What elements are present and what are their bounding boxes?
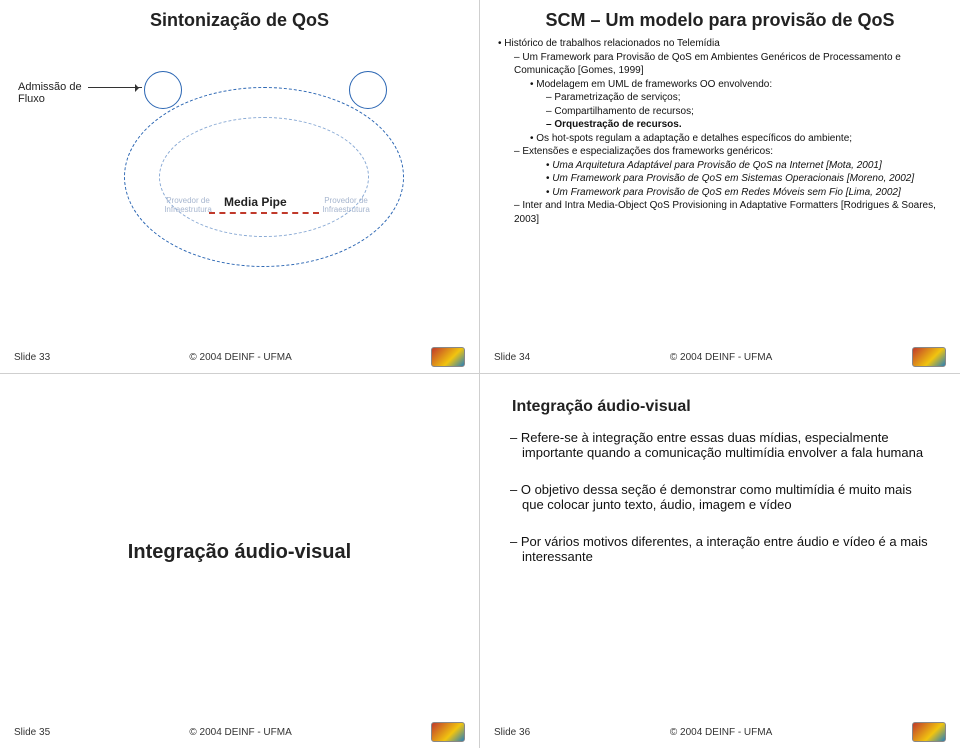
slide-title: Sintonização de QoS xyxy=(14,10,465,31)
arrow-icon xyxy=(88,87,142,88)
ufma-logo-icon xyxy=(912,347,946,367)
slide-grid: Sintonização de QoS Admissão de Fluxo Pr… xyxy=(0,0,960,748)
ufma-logo-icon xyxy=(431,347,465,367)
slide-footer: Slide 36 © 2004 DEINF - UFMA xyxy=(494,722,946,742)
footer-copyright: © 2004 DEINF - UFMA xyxy=(670,352,772,363)
diagram-area: Admissão de Fluxo Provedor de Infraestru… xyxy=(14,37,465,345)
section-title-area: Integração áudio-visual xyxy=(14,384,465,720)
bullet: Histórico de trabalhos relacionados no T… xyxy=(498,37,946,51)
footer-copyright: © 2004 DEINF - UFMA xyxy=(670,727,772,738)
slide-number: Slide 34 xyxy=(494,352,530,363)
slide-footer: Slide 33 © 2004 DEINF - UFMA xyxy=(14,347,465,367)
slide-36: Integração áudio-visual Refere-se à inte… xyxy=(480,374,960,748)
bullet: Inter and Intra Media-Object QoS Provisi… xyxy=(514,199,946,226)
slide-footer: Slide 35 © 2004 DEINF - UFMA xyxy=(14,722,465,742)
ufma-logo-icon xyxy=(431,722,465,742)
slide-title: SCM – Um modelo para provisão de QoS xyxy=(494,10,946,31)
ufma-logo-icon xyxy=(912,722,946,742)
bullet: Os hot-spots regulam a adaptação e detal… xyxy=(530,132,946,146)
bullet: Uma Arquitetura Adaptável para Provisão … xyxy=(546,159,946,173)
infra-right-label: Provedor de Infraestrutura xyxy=(314,197,378,215)
slide-35: Integração áudio-visual Slide 35 © 2004 … xyxy=(0,374,480,748)
media-pipe-label: Media Pipe xyxy=(224,195,287,209)
section-title: Integração áudio-visual xyxy=(128,541,351,564)
slide-34: SCM – Um modelo para provisão de QoS His… xyxy=(480,0,960,374)
slide-number: Slide 33 xyxy=(14,352,50,363)
footer-copyright: © 2004 DEINF - UFMA xyxy=(189,727,291,738)
bullet: Extensões e especializações dos framewor… xyxy=(514,145,946,159)
bullet: Um Framework para Provisão de QoS em Red… xyxy=(546,186,946,200)
node-left-icon xyxy=(144,71,182,109)
slide-number: Slide 35 xyxy=(14,727,50,738)
list-item: O objetivo dessa seção é demonstrar como… xyxy=(522,482,930,512)
bullet: Orquestração de recursos. xyxy=(546,118,946,132)
slide-footer: Slide 34 © 2004 DEINF - UFMA xyxy=(494,347,946,367)
bullet: Modelagem em UML de frameworks OO envolv… xyxy=(530,78,946,92)
bullet: Parametrização de serviços; xyxy=(546,91,946,105)
content-list: Refere-se à integração entre essas duas … xyxy=(494,430,946,564)
node-right-icon xyxy=(349,71,387,109)
slide-title: Integração áudio-visual xyxy=(512,398,946,416)
list-item: Por vários motivos diferentes, a interaç… xyxy=(522,534,930,564)
slide-number: Slide 36 xyxy=(494,727,530,738)
admission-label: Admissão de Fluxo xyxy=(18,81,100,105)
list-item: Refere-se à integração entre essas duas … xyxy=(522,430,930,460)
footer-copyright: © 2004 DEINF - UFMA xyxy=(189,352,291,363)
media-pipe-line-icon xyxy=(209,212,319,214)
bullet: Compartilhamento de recursos; xyxy=(546,105,946,119)
slide-33: Sintonização de QoS Admissão de Fluxo Pr… xyxy=(0,0,480,374)
bullet: Um Framework para Provisão de QoS em Sis… xyxy=(546,172,946,186)
cloud-inner-icon xyxy=(159,117,369,237)
bullet: Um Framework para Provisão de QoS em Amb… xyxy=(514,51,946,78)
bullet-list: Histórico de trabalhos relacionados no T… xyxy=(494,37,946,226)
